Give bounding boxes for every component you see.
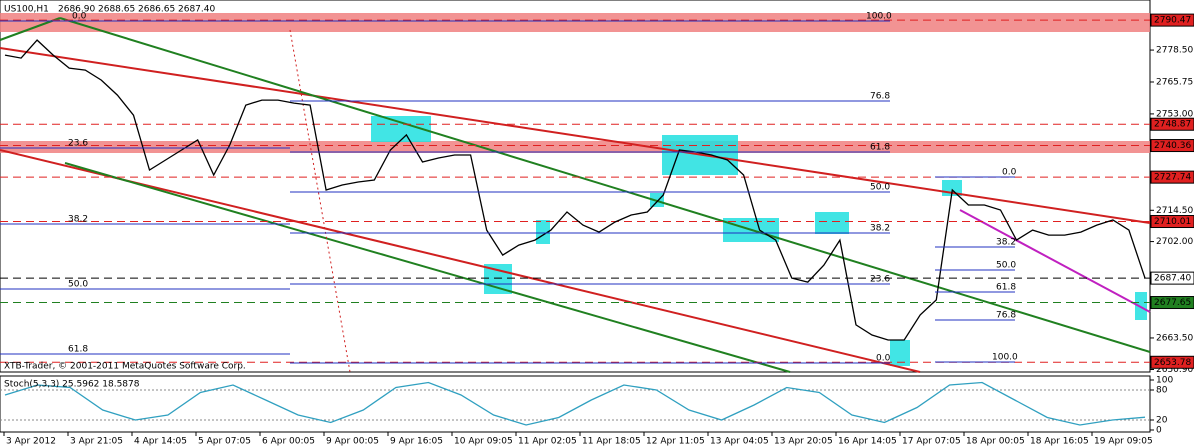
- stoch-panel: [0, 375, 1151, 433]
- ohlc-value: 2686.90: [58, 5, 95, 15]
- price-level-label: 2710.01: [1154, 217, 1191, 227]
- y-tick-label: 80: [1156, 386, 1168, 396]
- stoch-title: Stoch(5,3,3) 25.5962 18.5878: [4, 380, 140, 390]
- fib-label: 50.0: [996, 261, 1016, 271]
- fib-label: 23.6: [68, 139, 88, 149]
- price-level-box: [1150, 139, 1194, 153]
- zone: [0, 13, 1150, 32]
- trend-line: [59, 17, 1151, 353]
- highlight: [1135, 292, 1147, 320]
- x-tick-label: 11 Apr 02:05: [518, 437, 577, 447]
- y-tick-label: 2702.00: [1156, 237, 1193, 247]
- fib-label: 76.8: [996, 311, 1016, 321]
- price-level-label: 2727.74: [1154, 173, 1191, 183]
- x-tick-label: 13 Apr 04:05: [710, 437, 769, 447]
- y-tick-label: 2650.90: [1156, 365, 1193, 375]
- ohlc-value: 2687.40: [178, 5, 215, 15]
- fib-label: 23.6: [870, 275, 890, 285]
- price-level-label: 2687.40: [1154, 274, 1191, 284]
- trend-line: [0, 47, 1151, 224]
- fib-label: 61.8: [996, 283, 1016, 293]
- x-tick-label: 18 Apr 00:05: [966, 437, 1025, 447]
- fib-label: 38.2: [996, 238, 1016, 248]
- price-level-label: 2790.47: [1154, 16, 1191, 26]
- trend-line: [959, 209, 1151, 313]
- trend-line: [0, 149, 921, 373]
- ohlc-value: 2686.65: [138, 5, 175, 15]
- fib-label: 0.0: [876, 354, 891, 364]
- price-level-box: [1150, 170, 1194, 184]
- fib-label: 50.0: [68, 280, 88, 290]
- x-tick-label: 9 Apr 00:05: [326, 437, 379, 447]
- trend-line: [0, 17, 61, 41]
- price-level-box: [1150, 271, 1194, 285]
- x-tick-label: 10 Apr 09:05: [454, 437, 513, 447]
- trend-line: [64, 162, 791, 373]
- y-tick-label: 2778.50: [1156, 46, 1193, 56]
- price-level-box: [1150, 13, 1194, 27]
- x-tick-label: 13 Apr 20:05: [774, 437, 833, 447]
- x-tick-label: 12 Apr 11:05: [646, 437, 705, 447]
- x-tick-label: 9 Apr 16:05: [390, 437, 443, 447]
- x-tick-label: 4 Apr 14:05: [134, 437, 187, 447]
- highlight: [815, 212, 849, 234]
- price-level-box: [1150, 355, 1194, 369]
- y-tick-label: 0: [1156, 426, 1162, 436]
- price-level-label: 2653.78: [1154, 358, 1191, 368]
- ohlc-value: 2688.65: [98, 5, 135, 15]
- price-level-label: 2748.87: [1154, 120, 1191, 130]
- fib-label: 0.0: [72, 12, 87, 22]
- price-level-box: [1150, 117, 1194, 131]
- fib-label: 38.2: [68, 215, 88, 225]
- y-tick-label: 2714.50: [1156, 206, 1193, 216]
- price-level-box: [1150, 296, 1194, 310]
- fib-label: 38.2: [870, 224, 890, 234]
- price-line: [4, 39, 1146, 341]
- x-tick-label: 19 Apr 09:05: [1094, 437, 1153, 447]
- x-tick-label: 6 Apr 00:05: [262, 437, 315, 447]
- fib-label: 100.0: [866, 12, 892, 22]
- fib-label: 76.8: [870, 92, 890, 102]
- highlight: [890, 340, 910, 366]
- fib-label: 61.8: [870, 143, 890, 153]
- y-tick-label: 2663.50: [1156, 333, 1193, 343]
- price-level-label: 2740.36: [1154, 141, 1191, 151]
- trend-lines: [0, 17, 1151, 373]
- x-tick-label: 3 Apr 2012: [6, 437, 56, 447]
- fib-label: 61.8: [68, 345, 88, 355]
- x-tick-label: 17 Apr 07:05: [902, 437, 961, 447]
- x-tick-label: 16 Apr 14:05: [838, 437, 897, 447]
- chart-title: US100,H1: [4, 5, 49, 15]
- y-tick-label: 2753.00: [1156, 109, 1193, 119]
- data-layer: [0, 19, 1150, 426]
- x-tick-label: 11 Apr 18:05: [582, 437, 641, 447]
- main-panel: [0, 0, 1151, 373]
- y-tick-label: 20: [1156, 416, 1168, 426]
- highlight: [484, 264, 512, 294]
- x-tick-label: 5 Apr 07:05: [198, 437, 251, 447]
- fib-label: 100.0: [992, 353, 1018, 363]
- zone: [0, 141, 1150, 153]
- fib-label: 50.0: [870, 183, 890, 193]
- highlight: [536, 220, 550, 244]
- price-line: [4, 381, 1146, 426]
- x-tick-label: 18 Apr 16:05: [1030, 437, 1089, 447]
- price-level-label: 2677.65: [1154, 298, 1191, 308]
- copyright: XTB-Trader, © 2001-2011 MetaQuotes Softw…: [4, 362, 246, 372]
- fib-label: 0.0: [1002, 168, 1017, 178]
- y-tick-label: 100: [1156, 376, 1173, 386]
- y-tick-label: 2765.75: [1156, 77, 1193, 87]
- price-level-box: [1150, 215, 1194, 229]
- x-tick-label: 3 Apr 21:05: [70, 437, 123, 447]
